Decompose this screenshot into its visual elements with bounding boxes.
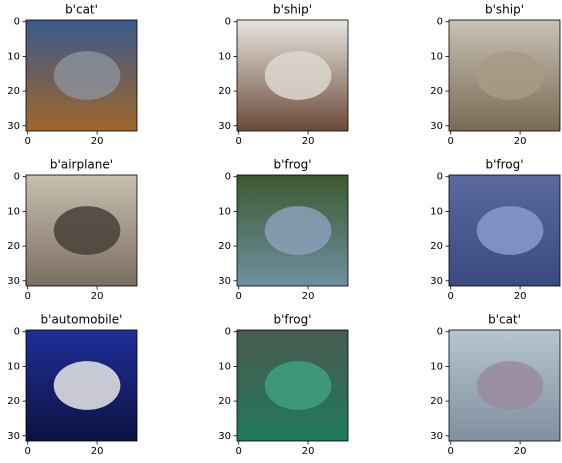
y-tick-label: 20 xyxy=(430,86,443,97)
image-subject xyxy=(53,51,121,100)
y-tick-label: 30 xyxy=(7,121,20,132)
x-tick-label: 20 xyxy=(91,446,104,457)
y-tick-label: 30 xyxy=(7,431,20,442)
image-subject xyxy=(476,361,544,410)
y-tick-label: 30 xyxy=(218,431,231,442)
y-tick-label: 30 xyxy=(430,121,443,132)
x-tick-label: 0 xyxy=(236,291,242,302)
image-subject xyxy=(264,206,332,255)
y-tick-label: 10 xyxy=(7,206,20,217)
y-tick-label: 0 xyxy=(14,327,20,338)
subplot-title: b'cat' xyxy=(65,3,98,17)
y-tick-label: 0 xyxy=(437,17,443,28)
y-tick-label: 20 xyxy=(218,396,231,407)
image-subject xyxy=(53,361,121,410)
x-tick-label: 0 xyxy=(448,136,454,147)
subplot-title: b'airplane' xyxy=(50,158,113,172)
y-tick-label: 20 xyxy=(430,396,443,407)
y-tick-label: 0 xyxy=(437,172,443,183)
y-tick-label: 30 xyxy=(218,121,231,132)
x-tick-label: 20 xyxy=(514,291,527,302)
image-subject xyxy=(264,51,332,100)
axes-frame xyxy=(236,174,349,287)
x-tick-label: 0 xyxy=(236,446,242,457)
y-tick-label: 20 xyxy=(7,396,20,407)
y-tick-label: 10 xyxy=(7,51,20,62)
y-tick-label: 10 xyxy=(430,206,443,217)
image-subject xyxy=(476,206,544,255)
y-tick-label: 20 xyxy=(430,241,443,252)
y-tick-label: 30 xyxy=(7,276,20,287)
image-subject xyxy=(476,51,544,100)
x-tick-label: 0 xyxy=(448,446,454,457)
subplot-title: b'frog' xyxy=(485,158,523,172)
y-tick-label: 10 xyxy=(218,51,231,62)
axes-frame xyxy=(236,19,349,132)
axes-frame xyxy=(25,329,138,442)
y-tick-label: 0 xyxy=(225,327,231,338)
x-tick-label: 0 xyxy=(25,446,31,457)
axes-frame xyxy=(448,329,561,442)
y-tick-label: 10 xyxy=(7,361,20,372)
subplot-title: b'ship' xyxy=(485,3,524,17)
x-tick-label: 0 xyxy=(236,136,242,147)
subplot-title: b'automobile' xyxy=(41,313,123,327)
x-tick-label: 20 xyxy=(514,446,527,457)
subplot-title: b'cat' xyxy=(488,313,521,327)
y-tick-label: 0 xyxy=(225,172,231,183)
y-tick-label: 10 xyxy=(218,206,231,217)
x-tick-label: 20 xyxy=(91,291,104,302)
y-tick-label: 10 xyxy=(430,51,443,62)
y-tick-label: 0 xyxy=(14,172,20,183)
x-tick-label: 20 xyxy=(514,136,527,147)
subplot-title: b'frog' xyxy=(273,158,311,172)
axes-frame xyxy=(448,19,561,132)
image-subject xyxy=(264,361,332,410)
axes-frame xyxy=(25,174,138,287)
x-tick-label: 0 xyxy=(25,291,31,302)
subplot-title: b'ship' xyxy=(273,3,312,17)
x-tick-label: 20 xyxy=(302,291,315,302)
subplot-title: b'frog' xyxy=(273,313,311,327)
y-tick-label: 0 xyxy=(437,327,443,338)
axes-frame xyxy=(448,174,561,287)
y-tick-label: 30 xyxy=(430,431,443,442)
x-tick-label: 20 xyxy=(302,446,315,457)
x-tick-label: 20 xyxy=(91,136,104,147)
y-tick-label: 20 xyxy=(7,241,20,252)
image-subject xyxy=(53,206,121,255)
x-tick-label: 20 xyxy=(302,136,315,147)
y-tick-label: 10 xyxy=(218,361,231,372)
y-tick-label: 10 xyxy=(430,361,443,372)
y-tick-label: 20 xyxy=(7,86,20,97)
y-tick-label: 0 xyxy=(14,17,20,28)
y-tick-label: 0 xyxy=(225,17,231,28)
y-tick-label: 20 xyxy=(218,241,231,252)
y-tick-label: 30 xyxy=(430,276,443,287)
axes-frame xyxy=(25,19,138,132)
x-tick-label: 0 xyxy=(448,291,454,302)
y-tick-label: 20 xyxy=(218,86,231,97)
axes-frame xyxy=(236,329,349,442)
y-tick-label: 30 xyxy=(218,276,231,287)
x-tick-label: 0 xyxy=(25,136,31,147)
